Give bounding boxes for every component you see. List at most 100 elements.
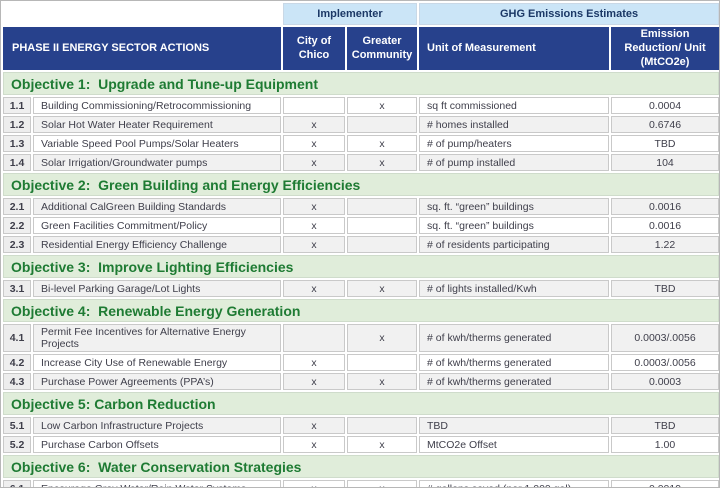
unit-of-measurement: # gallons saved (per 1,000 gal) xyxy=(419,480,610,487)
objective-title: Objective 1: Upgrade and Tune-up Equipme… xyxy=(3,72,719,96)
objective-title: Objective 4: Renewable Energy Generation xyxy=(3,299,719,323)
unit-of-measurement: # of kwh/therms generated xyxy=(419,354,610,372)
column-header-actions: PHASE II ENERGY SECTOR ACTIONS xyxy=(3,27,281,71)
action-number: 1.3 xyxy=(3,135,31,153)
action-number: 5.1 xyxy=(3,417,31,435)
unit-of-measurement: sq ft commissioned xyxy=(419,97,610,115)
ghg-group-header: GHG Emissions Estimates xyxy=(419,3,719,25)
action-number: 4.1 xyxy=(3,324,31,353)
objective-band-row: Objective 5: Carbon Reduction xyxy=(3,392,719,416)
greater-community-mark: x xyxy=(347,154,418,172)
emission-reduction-value: 0.0019 xyxy=(611,480,719,487)
action-name: Residential Energy Efficiency Challenge xyxy=(33,236,281,254)
greater-community-mark: x xyxy=(347,480,418,487)
city-of-chico-mark: x xyxy=(283,154,345,172)
city-of-chico-mark: x xyxy=(283,217,345,235)
action-number: 2.2 xyxy=(3,217,31,235)
action-number: 1.4 xyxy=(3,154,31,172)
emission-reduction-value: TBD xyxy=(611,417,719,435)
emission-reduction-value: 104 xyxy=(611,154,719,172)
action-name: Solar Hot Water Heater Requirement xyxy=(33,116,281,134)
objective-title: Objective 5: Carbon Reduction xyxy=(3,392,719,416)
greater-community-mark xyxy=(347,198,418,216)
action-row-2.1: 2.1 Additional CalGreen Building Standard… xyxy=(3,198,719,216)
city-of-chico-mark: x xyxy=(283,236,345,254)
action-name: Permit Fee Incentives for Alternative En… xyxy=(33,324,281,353)
greater-community-mark: x xyxy=(347,97,418,115)
action-row-2.3: 2.3 Residential Energy Efficiency Challen… xyxy=(3,236,719,254)
unit-of-measurement: # of pump/heaters xyxy=(419,135,610,153)
action-row-5.2: 5.2 Purchase Carbon Offsets x x MtCO2e Offse… xyxy=(3,436,719,454)
action-name: Variable Speed Pool Pumps/Solar Heaters xyxy=(33,135,281,153)
column-header-unit-of-measurement: Unit of Measurement xyxy=(419,27,610,71)
objective-band-row: Objective 2: Green Building and Energy E… xyxy=(3,173,719,197)
city-of-chico-mark: x xyxy=(283,198,345,216)
action-name: Low Carbon Infrastructure Projects xyxy=(33,417,281,435)
column-header-emission-reduction: Emission Reduction/ Unit (MtCO2e) xyxy=(611,27,719,71)
city-of-chico-mark: x xyxy=(283,436,345,454)
city-of-chico-mark: x xyxy=(283,480,345,487)
emission-reduction-value: 0.0016 xyxy=(611,217,719,235)
action-number: 4.3 xyxy=(3,373,31,391)
action-row-4.1: 4.1 Permit Fee Incentives for Alternative… xyxy=(3,324,719,353)
emission-reduction-value: 0.0004 xyxy=(611,97,719,115)
greater-community-mark: x xyxy=(347,373,418,391)
objective-title: Objective 6: Water Conservation Strategi… xyxy=(3,455,719,479)
greater-community-mark xyxy=(347,354,418,372)
blank-corner-cell xyxy=(3,3,281,25)
greater-community-mark xyxy=(347,417,418,435)
emission-reduction-value: 0.6746 xyxy=(611,116,719,134)
unit-of-measurement: # of pump installed xyxy=(419,154,610,172)
greater-community-mark: x xyxy=(347,280,418,298)
column-header-row: PHASE II ENERGY SECTOR ACTIONS City of C… xyxy=(3,27,719,71)
column-header-greater-community: Greater Community xyxy=(347,27,418,71)
emission-reduction-value: TBD xyxy=(611,135,719,153)
action-row-6.1: 6.1Encourage Grey Water/Rain Water Syste… xyxy=(3,480,719,487)
action-number: 3.1 xyxy=(3,280,31,298)
city-of-chico-mark xyxy=(283,97,345,115)
greater-community-mark: x xyxy=(347,436,418,454)
action-name: Bi-level Parking Garage/Lot Lights xyxy=(33,280,281,298)
emission-reduction-value: 0.0003/.0056 xyxy=(611,354,719,372)
emission-reduction-value: 0.0016 xyxy=(611,198,719,216)
emission-reduction-value: 0.0003/.0056 xyxy=(611,324,719,353)
action-number: 1.1 xyxy=(3,97,31,115)
greater-community-mark: x xyxy=(347,324,418,353)
unit-of-measurement: MtCO2e Offset xyxy=(419,436,610,454)
action-name: Increase City Use of Renewable Energy xyxy=(33,354,281,372)
action-name: Purchase Carbon Offsets xyxy=(33,436,281,454)
objective-title: Objective 3: Improve Lighting Efficienci… xyxy=(3,255,719,279)
column-header-city-of-chico: City of Chico xyxy=(283,27,345,71)
action-number: 2.1 xyxy=(3,198,31,216)
action-row-1.4: 1.4 Solar Irrigation/Groundwater pumps x x #… xyxy=(3,154,719,172)
action-row-1.2: 1.2 Solar Hot Water Heater Requirement x # … xyxy=(3,116,719,134)
objective-band-row: Objective 1: Upgrade and Tune-up Equipme… xyxy=(3,72,719,96)
city-of-chico-mark: x xyxy=(283,373,345,391)
unit-of-measurement: TBD xyxy=(419,417,610,435)
objective-band-row: Objective 3: Improve Lighting Efficienci… xyxy=(3,255,719,279)
emission-reduction-value: 1.00 xyxy=(611,436,719,454)
action-row-2.2: 2.2 Green Facilities Commitment/Policy x sq… xyxy=(3,217,719,235)
action-row-5.1: 5.1 Low Carbon Infrastructure Projects x TB… xyxy=(3,417,719,435)
action-name: Purchase Power Agreements (PPA’s) xyxy=(33,373,281,391)
action-row-4.3: 4.3 Purchase Power Agreements (PPA’s) x x # … xyxy=(3,373,719,391)
action-row-3.1: 3.1 Bi-level Parking Garage/Lot Lights x x #… xyxy=(3,280,719,298)
action-name: Green Facilities Commitment/Policy xyxy=(33,217,281,235)
city-of-chico-mark: x xyxy=(283,280,345,298)
unit-of-measurement: # of residents participating xyxy=(419,236,610,254)
city-of-chico-mark: x xyxy=(283,354,345,372)
greater-community-mark xyxy=(347,116,418,134)
unit-of-measurement: sq. ft. “green” buildings xyxy=(419,198,610,216)
table-body: Objective 1: Upgrade and Tune-up Equipme… xyxy=(3,72,719,487)
unit-of-measurement: # of kwh/therms generated xyxy=(419,324,610,353)
action-name: Encourage Grey Water/Rain Water Systems xyxy=(33,480,281,487)
city-of-chico-mark xyxy=(283,324,345,353)
emission-reduction-value: TBD xyxy=(611,280,719,298)
unit-of-measurement: # of kwh/therms generated xyxy=(419,373,610,391)
emission-reduction-value: 0.0003 xyxy=(611,373,719,391)
action-row-1.3: 1.3 Variable Speed Pool Pumps/Solar Heate… xyxy=(3,135,719,153)
group-header-row: Implementer GHG Emissions Estimates xyxy=(3,3,719,25)
implementer-group-header: Implementer xyxy=(283,3,418,25)
